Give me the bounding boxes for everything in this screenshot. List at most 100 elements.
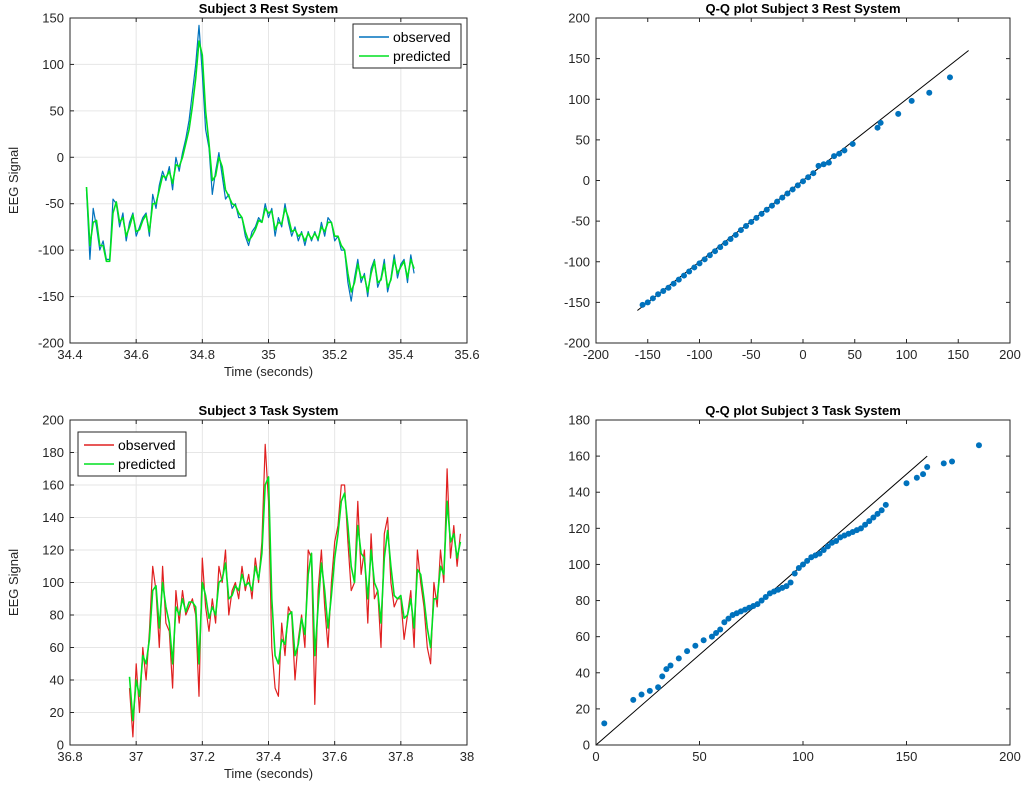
qq-point: [721, 619, 728, 626]
x-tick-label: 35.6: [454, 347, 479, 362]
qq-point: [680, 272, 687, 279]
qq-point: [895, 110, 902, 117]
qq-point: [753, 214, 760, 221]
qq-point: [913, 474, 920, 481]
qq-point: [758, 597, 765, 604]
qq-point: [646, 687, 653, 694]
qq-point: [878, 507, 885, 514]
qq-point: [833, 537, 840, 544]
qq-point: [804, 557, 811, 564]
y-tick-label: 0: [57, 738, 64, 753]
qq-point: [748, 218, 755, 225]
x-tick-label: 100: [792, 749, 814, 764]
y-tick-label: -150: [38, 289, 64, 304]
qq-point: [946, 74, 953, 81]
qq-point: [701, 256, 708, 263]
qq-point: [675, 276, 682, 283]
qq-point: [665, 284, 672, 291]
y-tick-label: -50: [571, 214, 590, 229]
qq-point: [774, 198, 781, 205]
x-tick-label: 37: [129, 749, 143, 764]
qq-point: [706, 252, 713, 259]
qq-point: [924, 463, 931, 470]
qq-point: [920, 471, 927, 478]
qq-point: [787, 579, 794, 586]
y-tick-label: 0: [57, 150, 64, 165]
qq-point: [762, 593, 769, 600]
x-tick-label: -100: [686, 347, 712, 362]
qq-point: [926, 89, 933, 96]
y-tick-label: -100: [38, 243, 64, 258]
x-tick-label: 50: [848, 347, 862, 362]
x-tick-label: 37.4: [256, 749, 281, 764]
series-line-predicted: [128, 476, 462, 722]
qq-point: [874, 510, 881, 517]
qq-point: [743, 223, 750, 229]
qq-point: [824, 543, 831, 550]
qq-point: [737, 227, 744, 234]
qq-point: [725, 615, 732, 622]
y-axis-label: EEG Signal: [6, 147, 21, 214]
x-tick-label: 150: [896, 749, 918, 764]
y-tick-label: -150: [564, 295, 590, 310]
qq-point: [763, 206, 770, 213]
x-tick-label: 34.4: [57, 347, 82, 362]
qq-point: [903, 480, 910, 487]
chart-title: Subject 3 Rest System: [199, 1, 338, 16]
chart-title: Q-Q plot Subject 3 Task System: [705, 403, 901, 418]
y-tick-label: 80: [576, 593, 590, 608]
qq-point: [815, 162, 822, 169]
legend-label-predicted: predicted: [393, 48, 451, 64]
qq-point: [825, 159, 832, 166]
qq-point: [601, 720, 608, 727]
qq-point: [779, 194, 786, 201]
qq-point: [630, 696, 637, 703]
qq-point: [727, 236, 734, 242]
x-tick-label: 36.8: [57, 749, 82, 764]
qq-point: [849, 140, 856, 147]
x-tick-label: 38: [460, 749, 474, 764]
x-tick-label: 50: [692, 749, 706, 764]
y-tick-label: 100: [568, 92, 590, 107]
y-tick-label: 0: [583, 738, 590, 753]
qq-point: [686, 268, 693, 275]
y-tick-label: 80: [50, 608, 64, 623]
legend-box: [77, 431, 187, 477]
y-tick-label: 200: [42, 413, 64, 428]
x-tick-label: 150: [947, 347, 969, 362]
y-tick-label: -100: [564, 254, 590, 269]
y-tick-label: 100: [42, 57, 64, 72]
qq-point: [783, 583, 790, 590]
qq-point: [768, 202, 775, 209]
qq-point: [670, 280, 677, 287]
qq-point: [940, 460, 947, 467]
qq-point: [877, 119, 884, 126]
qq-point: [800, 178, 806, 185]
y-tick-label: -50: [45, 196, 64, 211]
qq-point: [696, 260, 703, 267]
y-tick-label: 200: [568, 11, 590, 26]
qq-point: [862, 521, 869, 528]
qq-point: [820, 161, 827, 168]
legend-label-observed: observed: [393, 29, 451, 45]
x-tick-label: 0: [592, 749, 599, 764]
y-tick-label: 150: [42, 11, 64, 26]
y-tick-label: 120: [42, 543, 64, 558]
qq-point: [791, 570, 798, 577]
x-tick-label: 34.6: [124, 347, 149, 362]
qq-point: [794, 182, 801, 189]
qq-point: [649, 295, 656, 302]
plot-area: [596, 420, 1010, 745]
legend-box: [352, 23, 462, 69]
qq-point: [820, 547, 827, 553]
y-axis-label: EEG Signal: [6, 549, 21, 616]
x-tick-label: 35: [261, 347, 275, 362]
qq-point: [841, 147, 848, 154]
qq-point: [644, 299, 651, 306]
qq-point: [700, 637, 707, 644]
y-tick-label: 20: [576, 701, 590, 716]
qq-point: [874, 124, 881, 131]
y-tick-label: 100: [568, 557, 590, 572]
x-tick-label: 37.2: [190, 749, 215, 764]
